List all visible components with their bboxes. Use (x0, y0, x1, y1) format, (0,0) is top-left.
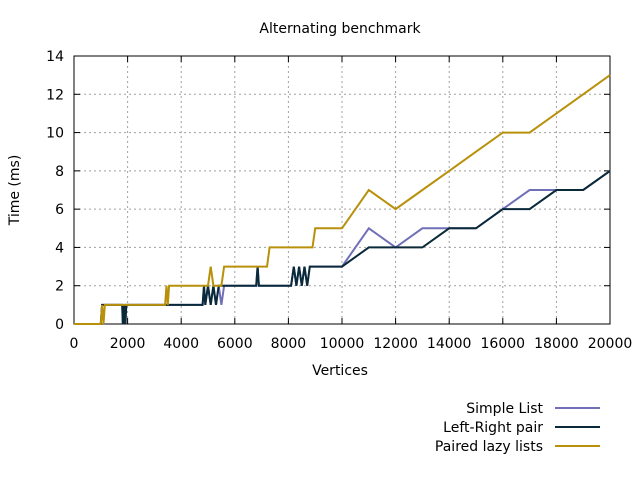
x-axis-label: Vertices (312, 363, 368, 379)
x-tick-label: 18000 (534, 336, 579, 352)
y-tick-label: 10 (46, 126, 64, 142)
y-tick-label: 4 (55, 240, 64, 256)
y-tick-label: 0 (55, 317, 64, 333)
x-tick-label: 12000 (373, 336, 418, 352)
chart-title: Alternating benchmark (259, 21, 421, 37)
legend: Simple List Left-Right pair Paired lazy li… (435, 401, 600, 455)
series-lines (74, 74, 611, 325)
legend-label-paired-lazy-lists: Paired lazy lists (435, 439, 543, 455)
legend-label-left-right-pair: Left-Right pair (443, 420, 543, 436)
y-axis-label: Time (ms) (7, 155, 23, 227)
x-tick-label: 20000 (588, 336, 633, 352)
x-tick-label: 14000 (427, 336, 472, 352)
axis-ticks: 0 2000 4000 6000 8000 10000 12000 14000 16000 180… (46, 49, 632, 352)
legend-label-simple-list: Simple List (466, 401, 543, 417)
y-tick-label: 12 (46, 87, 64, 103)
y-tick-label: 6 (55, 202, 64, 218)
y-tick-label: 2 (55, 279, 64, 295)
x-tick-label: 4000 (163, 336, 199, 352)
y-tick-label: 8 (55, 164, 64, 180)
x-tick-label: 16000 (481, 336, 526, 352)
series-line-paired-lazy-lists (74, 74, 611, 325)
x-tick-label: 2000 (110, 336, 146, 352)
y-tick-label: 14 (46, 49, 64, 65)
x-tick-label: 10000 (320, 336, 365, 352)
x-tick-label: 0 (70, 336, 79, 352)
x-tick-label: 6000 (217, 336, 253, 352)
x-tick-label: 8000 (271, 336, 307, 352)
